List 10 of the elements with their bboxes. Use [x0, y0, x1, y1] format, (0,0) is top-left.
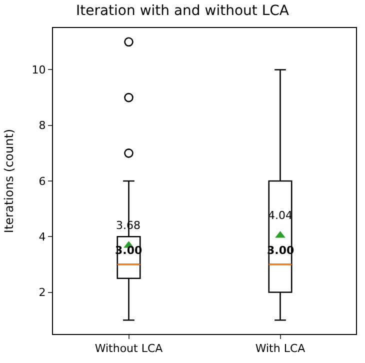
- y-tick-label: 10: [32, 64, 46, 77]
- annotation: 4.04: [268, 209, 292, 222]
- y-tick-label: 2: [38, 286, 46, 300]
- y-tick-label: 6: [38, 174, 46, 188]
- y-tick-label: 4: [38, 230, 46, 244]
- chart-title: Iteration with and without LCA: [76, 3, 290, 20]
- y-axis-title: Iterations (count): [2, 128, 16, 234]
- x-tick-label: Without LCA: [94, 342, 164, 356]
- x-tick-label: With LCA: [255, 342, 306, 356]
- y-tick-label: 8: [38, 119, 46, 132]
